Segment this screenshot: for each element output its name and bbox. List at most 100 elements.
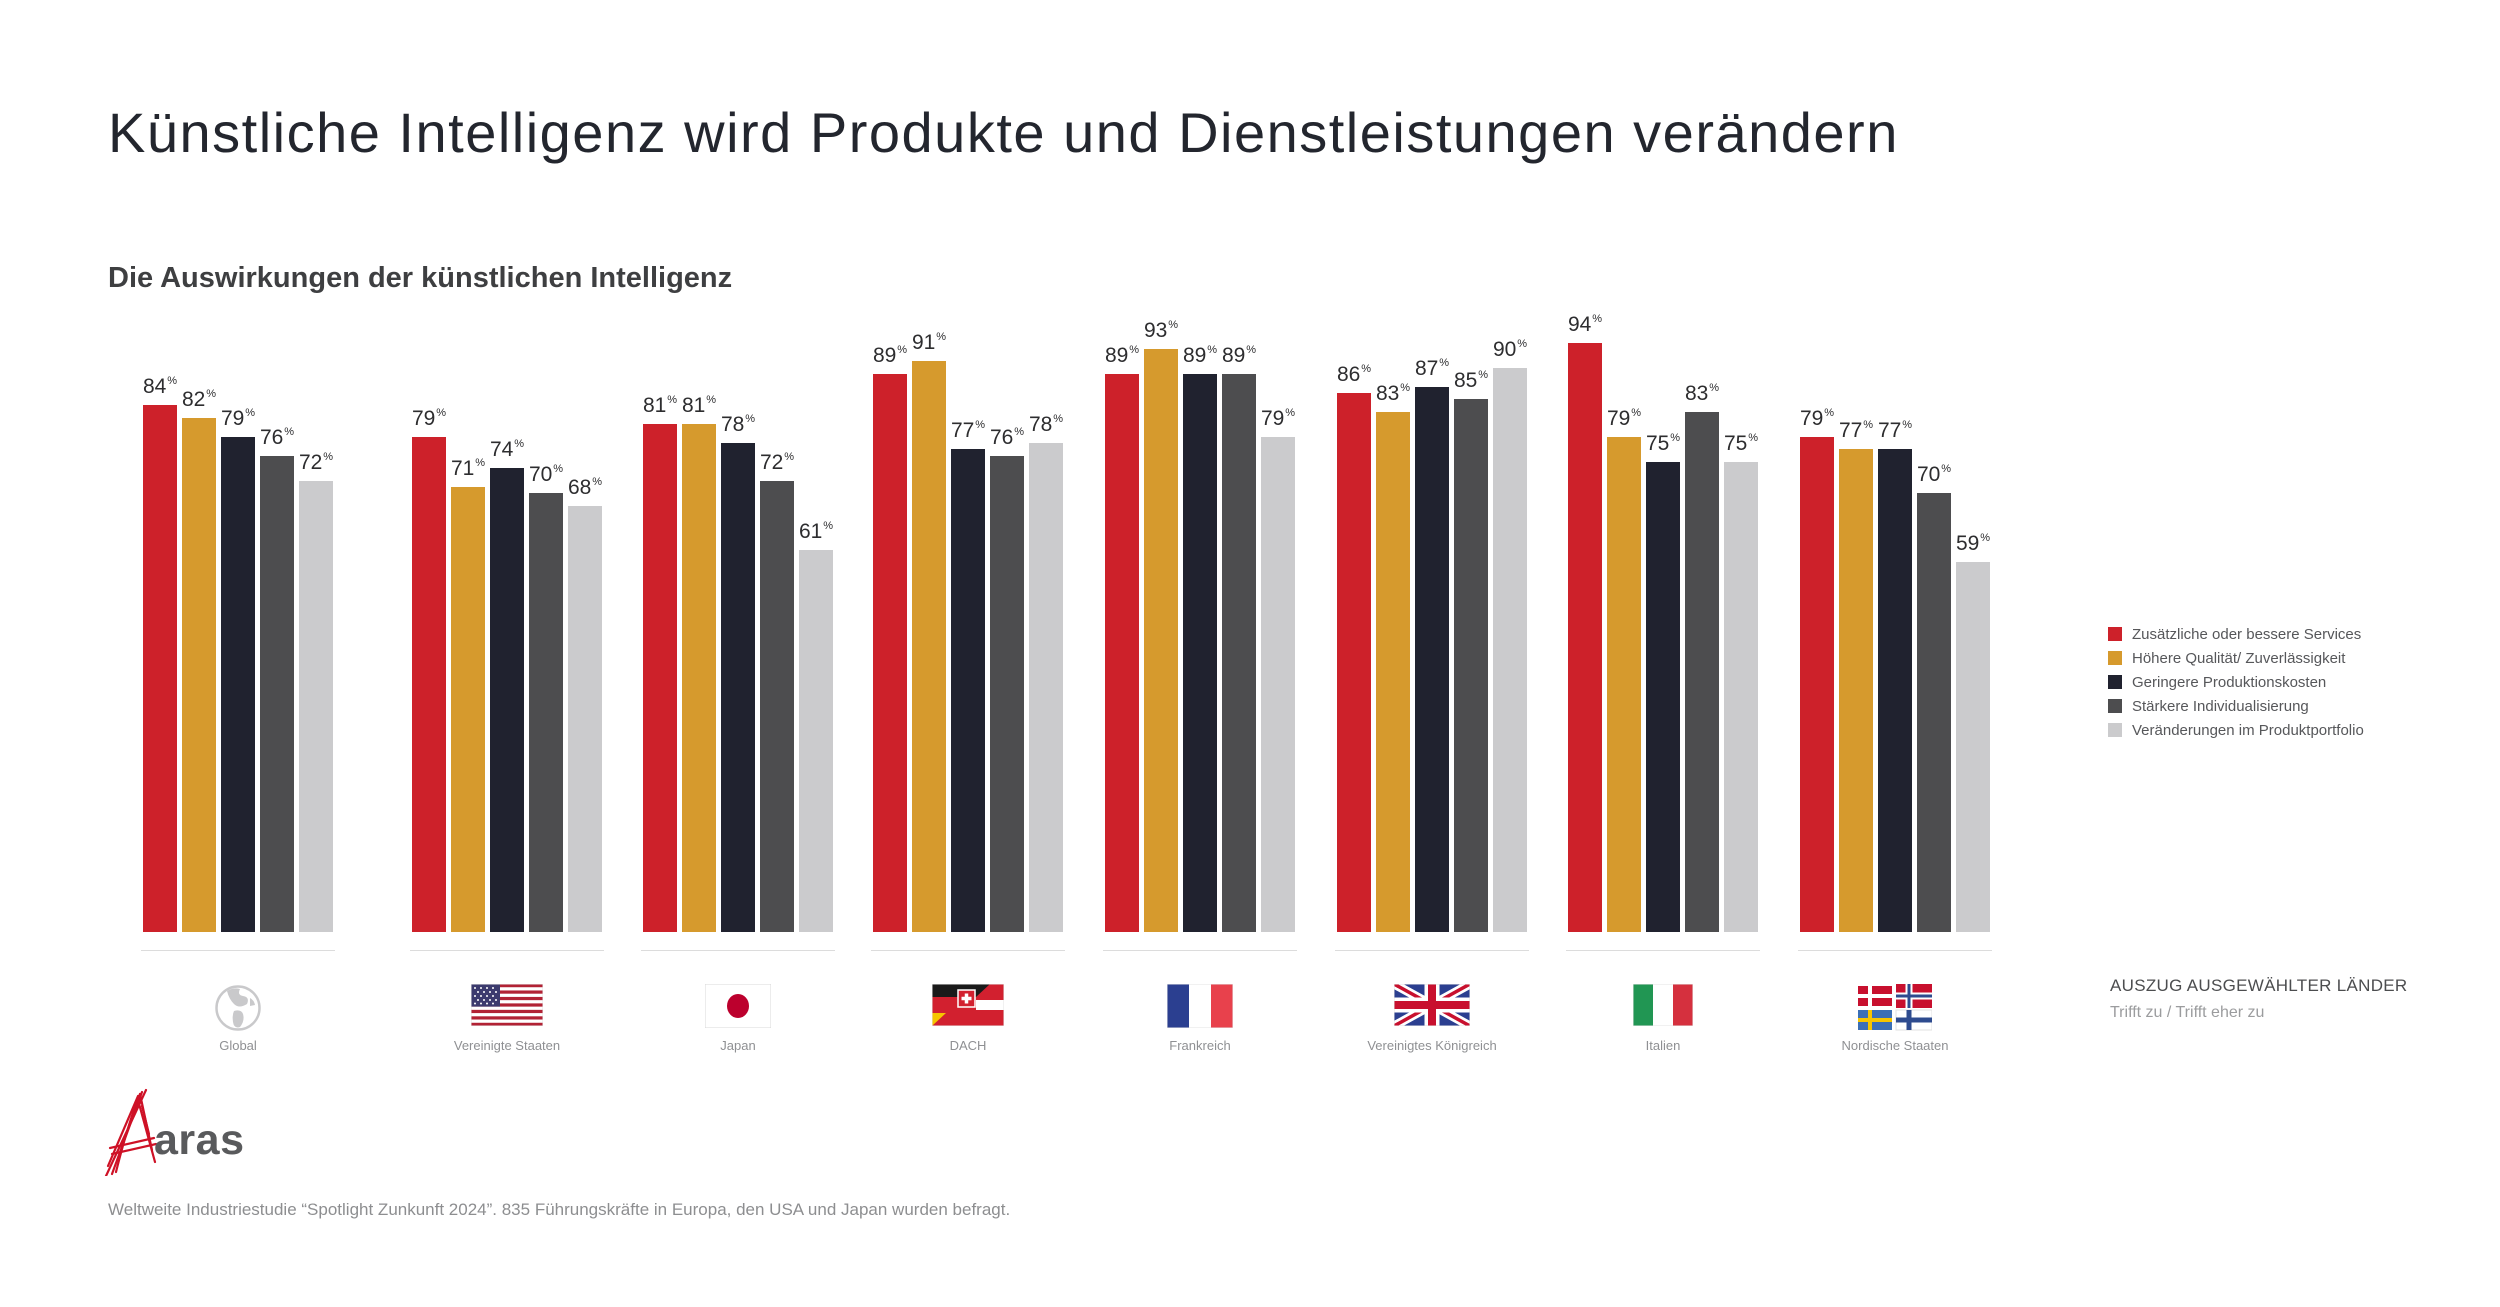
bar-value-label: 68%: [567, 475, 603, 499]
bar-value-label: 89%: [1182, 344, 1218, 367]
bar-h-here-qualit-t-zuverl-ssigkeit: [182, 417, 216, 932]
bar-value-label: 71%: [450, 456, 486, 480]
group-baseline: [141, 950, 335, 951]
country-label-japan: Japan: [720, 1038, 756, 1053]
bar-value-label: 89%: [1221, 344, 1257, 367]
bar-cell: 93%: [1144, 319, 1178, 932]
bar-value-label: 89%: [872, 344, 908, 367]
bar-value-label: 85%: [1453, 369, 1489, 393]
bar-zus-tzliche-oder-bessere-services: [143, 405, 177, 932]
group-baseline: [1798, 950, 1992, 951]
bar-value-label: 79%: [1606, 406, 1642, 430]
bar-zus-tzliche-oder-bessere-services: [1800, 436, 1834, 932]
country-label-nordische-staaten: Nordische Staaten: [1841, 1038, 1949, 1053]
bar-value-label: 91%: [911, 331, 947, 355]
legend-swatch-icon: [2108, 699, 2122, 713]
legend-item-h-here-qualit-t-zuverl-ssigkeit: Höhere Qualität/ Zuverlässigkeit: [2108, 646, 2364, 670]
bar-cell: 70%: [529, 463, 563, 932]
note-title: AUSZUG AUSGEWÄHLTER LÄNDER: [2110, 976, 2408, 995]
legend-label: Höhere Qualität/ Zuverlässigkeit: [2132, 649, 2346, 667]
country-label-global: Global: [219, 1038, 257, 1053]
aras-logo: aras: [100, 1088, 244, 1176]
bar-cell: 68%: [568, 476, 602, 932]
bar-cell: 77%: [951, 419, 985, 932]
bar-value-label: 79%: [1260, 406, 1296, 430]
bar-cell: 85%: [1454, 369, 1488, 932]
legend-swatch-icon: [2108, 723, 2122, 737]
bar-value-label: 74%: [489, 438, 525, 461]
bar-value-label: 83%: [1375, 381, 1411, 405]
bar-cell: 87%: [1414, 356, 1450, 932]
group-baseline: [410, 950, 604, 951]
bar-group-dach: 89% 91% 77% 76% 78%: [873, 0, 1063, 932]
legend-label: Veränderungen im Produktportfolio: [2132, 721, 2364, 739]
bar-st-rkere-individualisierung: [1917, 493, 1951, 932]
bar-value-label: 79%: [220, 406, 256, 430]
bar-cell: 76%: [990, 426, 1024, 932]
legend-item-ver-nderungen-im-produktportfolio: Veränderungen im Produktportfolio: [2108, 718, 2364, 742]
bar-value-label: 87%: [1414, 356, 1450, 380]
bar-value-label: 77%: [950, 419, 986, 443]
group-baseline: [1566, 950, 1760, 951]
legend-label: Zusätzliche oder bessere Services: [2132, 625, 2362, 643]
bar-cell: 89%: [873, 344, 907, 932]
group-baseline: [871, 950, 1065, 951]
bar-cell: 79%: [1607, 407, 1641, 932]
japan-flag-icon: [705, 984, 771, 1028]
bar-value-label: 79%: [1799, 406, 1835, 430]
bar-value-label: 81%: [681, 394, 717, 418]
legend-swatch-icon: [2108, 627, 2122, 641]
bar-group-frankreich: 89% 93% 89% 89% 79%: [1105, 0, 1295, 932]
bar-h-here-qualit-t-zuverl-ssigkeit: [1376, 411, 1410, 932]
bar-cell: 94%: [1568, 313, 1602, 932]
group-baseline: [1335, 950, 1529, 951]
bar-zus-tzliche-oder-bessere-services: [1568, 342, 1602, 932]
bar-zus-tzliche-oder-bessere-services: [873, 374, 907, 932]
bar-value-label: 82%: [181, 387, 217, 411]
bar-cell: 89%: [1183, 344, 1217, 932]
bar-geringere-produktionskosten: [1646, 461, 1680, 932]
bar-cell: 86%: [1337, 363, 1371, 932]
bar-value-label: 78%: [1028, 412, 1064, 436]
bar-cell: 91%: [912, 331, 946, 932]
bar-cell: 84%: [143, 375, 177, 932]
bar-value-label: 75%: [1645, 431, 1681, 455]
bar-cell: 72%: [760, 451, 794, 932]
bar-ver-nderungen-im-produktportfolio: [1724, 461, 1758, 932]
bar-h-here-qualit-t-zuverl-ssigkeit: [451, 486, 485, 932]
chart-subtitle: Die Auswirkungen der künstlichen Intelli…: [108, 262, 733, 295]
bar-value-label: 72%: [298, 450, 334, 474]
legend-item-geringere-produktionskosten: Geringere Produktionskosten: [2108, 670, 2364, 694]
bar-value-label: 94%: [1567, 312, 1603, 336]
bar-group-vereinigtes-k-nigreich: 86% 83% 87% 85% 90%: [1337, 0, 1527, 932]
bar-ver-nderungen-im-produktportfolio: [1493, 367, 1527, 932]
bar-zus-tzliche-oder-bessere-services: [1105, 374, 1139, 932]
country-label-frankreich: Frankreich: [1169, 1038, 1231, 1053]
bar-value-label: 77%: [1838, 419, 1874, 443]
bar-geringere-produktionskosten: [1415, 386, 1449, 932]
bar-cell: 90%: [1493, 338, 1527, 932]
bar-value-label: 61%: [798, 519, 834, 543]
bar-group-vereinigte-staaten: 79% 71% 74% 70% 68%: [412, 0, 602, 932]
country-label-italien: Italien: [1645, 1038, 1681, 1053]
bar-value-label: 81%: [642, 394, 678, 418]
bar-st-rkere-individualisierung: [760, 480, 794, 932]
bar-cell: 79%: [412, 407, 446, 932]
bar-cell: 74%: [490, 438, 524, 932]
bar-value-label: 70%: [1916, 463, 1952, 487]
bar-value-label: 78%: [720, 412, 756, 436]
us-flag-icon: [471, 984, 543, 1026]
bar-group-italien: 94% 79% 75% 83% 75%: [1568, 0, 1758, 932]
bar-cell: 79%: [1261, 407, 1295, 932]
bar-value-label: 77%: [1877, 419, 1913, 443]
bar-zus-tzliche-oder-bessere-services: [1337, 392, 1371, 932]
bar-st-rkere-individualisierung: [529, 493, 563, 932]
bar-geringere-produktionskosten: [951, 449, 985, 932]
bar-cell: 76%: [260, 426, 294, 932]
bar-cell: 75%: [1724, 432, 1758, 932]
bar-cell: 75%: [1646, 432, 1680, 932]
aras-logo-text: aras: [154, 1116, 245, 1164]
chart-legend: Zusätzliche oder bessere Services Höhere …: [2108, 622, 2364, 742]
bar-value-label: 84%: [142, 375, 178, 399]
bar-zus-tzliche-oder-bessere-services: [643, 424, 677, 932]
